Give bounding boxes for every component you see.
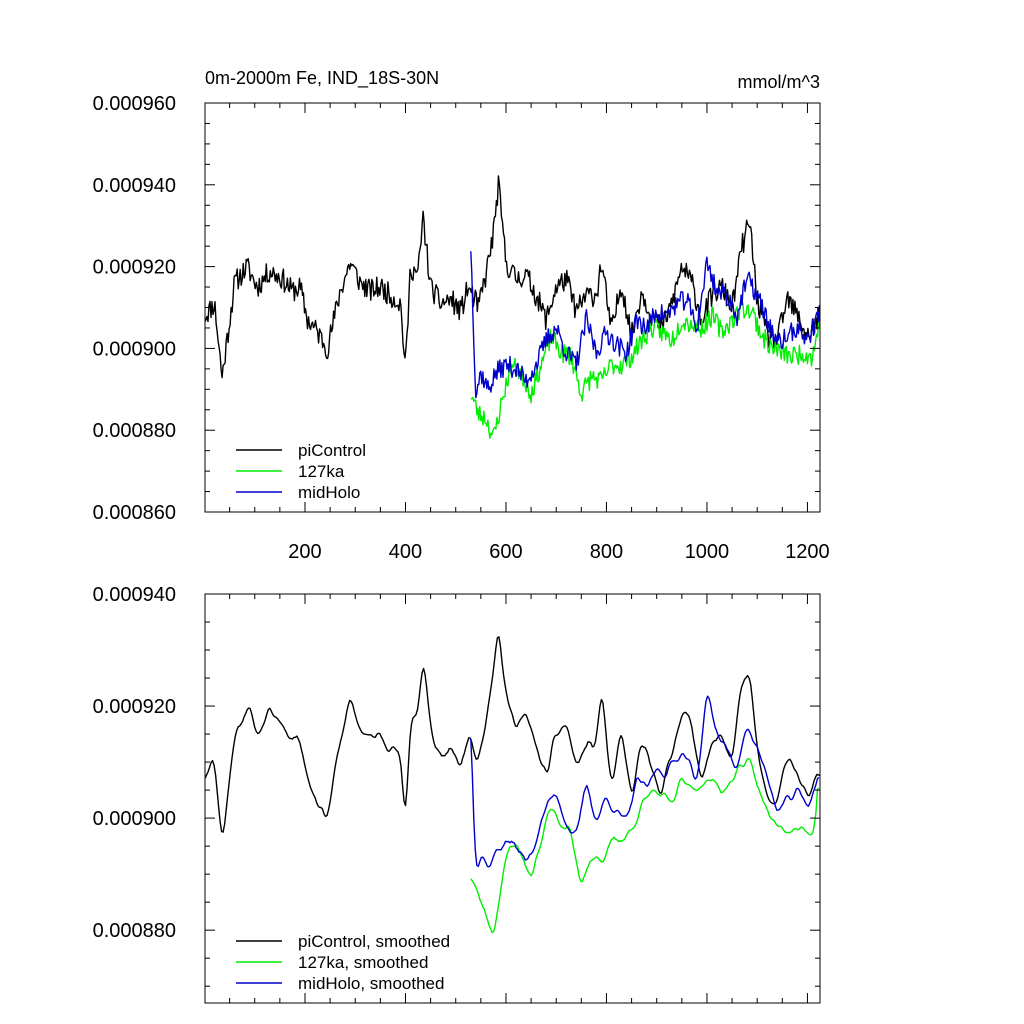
x-tick-label: 600 bbox=[489, 541, 522, 563]
legend-label: piControl, smoothed bbox=[298, 932, 450, 951]
legend-label: midHolo, smoothed bbox=[298, 974, 444, 993]
series-line-midholo bbox=[470, 251, 820, 399]
y-tick-label: 0.000940 bbox=[93, 584, 176, 606]
y-tick-label: 0.000920 bbox=[93, 696, 176, 718]
x-tick-label: 400 bbox=[389, 541, 422, 563]
legend: piControl, smoothed 127ka, smoothed midHol… bbox=[236, 932, 450, 993]
panel-2: 0.000880 0.000900 0.000920 0.000940 piContro… bbox=[93, 584, 821, 1004]
plot-frame bbox=[204, 593, 821, 1004]
legend-label: midHolo bbox=[298, 483, 360, 502]
legend: piControl 127ka midHolo bbox=[236, 441, 366, 502]
legend-label: 127ka, smoothed bbox=[298, 953, 428, 972]
x-tick-label: 800 bbox=[590, 541, 623, 563]
series-line-picontrol-smoothed bbox=[205, 636, 820, 833]
x-tick-label: 200 bbox=[288, 541, 321, 563]
y-tick-label: 0.000880 bbox=[93, 420, 176, 442]
series-line-127ka bbox=[470, 299, 820, 439]
y-tick-label: 0.000940 bbox=[93, 175, 176, 197]
x-tick-label: 1200 bbox=[785, 541, 830, 563]
legend-label: 127ka bbox=[298, 462, 345, 481]
y-tick-label: 0.000900 bbox=[93, 338, 176, 360]
series-line-127ka-smoothed bbox=[470, 757, 820, 934]
y-tick-label: 0.000920 bbox=[93, 257, 176, 279]
legend-label: piControl bbox=[298, 441, 366, 460]
x-tick-label: 1000 bbox=[685, 541, 730, 563]
units-label: mmol/m^3 bbox=[738, 72, 820, 92]
panel-1: 200 400 600 800 1000 1200 0.000860 0.000880 0.00… bbox=[93, 68, 830, 563]
series-line-picontrol bbox=[205, 175, 820, 379]
chart-title: 0m-2000m Fe, IND_18S-30N bbox=[205, 68, 439, 89]
series-line-midholo-smoothed bbox=[470, 695, 820, 868]
y-tick-label: 0.000860 bbox=[93, 502, 176, 524]
y-tick-label: 0.000900 bbox=[93, 808, 176, 830]
y-tick-label: 0.000880 bbox=[93, 920, 176, 942]
y-tick-label: 0.000960 bbox=[93, 93, 176, 115]
